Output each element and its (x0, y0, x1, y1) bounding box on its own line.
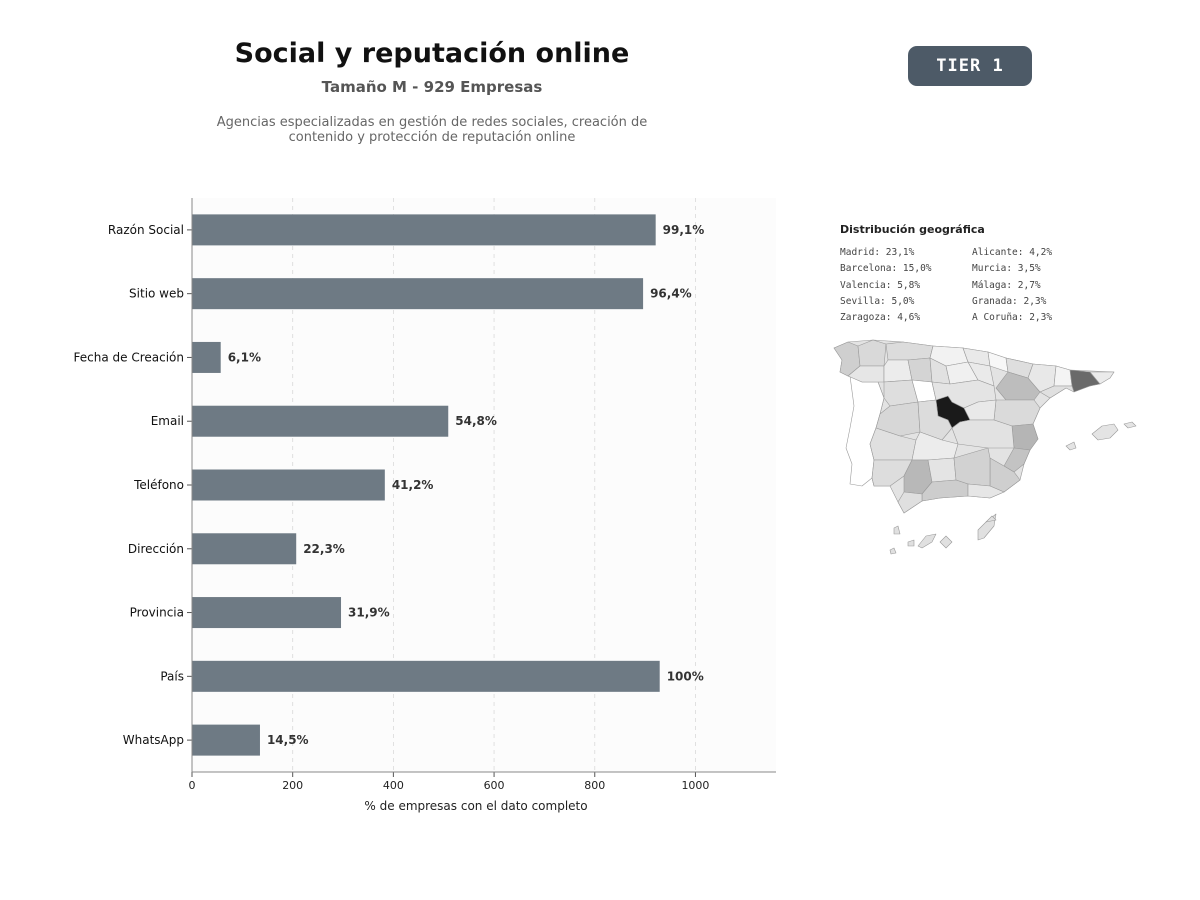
x-tick-label: 400 (383, 779, 404, 792)
category-label: Email (151, 414, 184, 428)
category-label: Teléfono (133, 478, 184, 492)
bar (192, 469, 385, 501)
map-region (1039, 385, 1075, 399)
map-region (847, 365, 885, 383)
geo-item: Alicante: 4,2% (972, 247, 1053, 258)
x-tick-label: 600 (484, 779, 505, 792)
map-balearics (1065, 441, 1077, 451)
map-region (897, 491, 923, 514)
map-region (883, 359, 913, 383)
map-region-valencia (1011, 423, 1039, 451)
page-description: Agencias especializadas en gestión de re… (212, 115, 652, 145)
map-region-alicante (1003, 447, 1031, 473)
category-label: Fecha de Creación (74, 350, 184, 364)
geo-item: Barcelona: 15,0% (840, 263, 932, 275)
geo-list-right: Alicante: 4,2% Murcia: 3,5% Málaga: 2,7%… (972, 245, 1052, 326)
map-canaries (889, 547, 897, 555)
bar (192, 724, 260, 756)
category-label: Razón Social (108, 223, 184, 237)
category-label: Provincia (130, 606, 184, 620)
map-canaries (939, 535, 953, 549)
geo-item: Murcia: 3,5% (972, 263, 1041, 275)
bar-value-label: 99,1% (663, 223, 705, 237)
map-region (967, 483, 1005, 499)
bar-value-label: 96,4% (650, 287, 692, 301)
geo-item: Sevilla: 5,0% (840, 295, 915, 307)
x-tick-label: 200 (282, 779, 303, 792)
category-label: Dirección (128, 542, 184, 556)
x-tick-label: 800 (584, 779, 605, 792)
geo-item: Granada: 2,3% (972, 295, 1047, 307)
x-tick-label: 1000 (681, 779, 709, 792)
page-subtitle: Tamaño M - 929 Empresas (321, 78, 543, 96)
category-label: WhatsApp (123, 733, 184, 747)
map-region (907, 357, 933, 383)
map-balearics (1091, 423, 1119, 441)
map-balearics (1123, 421, 1137, 429)
bar (192, 405, 449, 437)
tier-badge: TIER 1 (908, 46, 1032, 86)
geo-title: Distribución geográfica (840, 223, 985, 236)
bar-value-label: 100% (667, 669, 704, 683)
map-canaries (893, 525, 901, 535)
bar-value-label: 41,2% (392, 478, 434, 492)
bar-value-label: 22,3% (303, 542, 345, 556)
bar-value-label: 31,9% (348, 606, 390, 620)
bar-value-label: 6,1% (228, 350, 261, 364)
map-canaries (985, 515, 997, 523)
x-tick-label: 0 (189, 779, 196, 792)
category-label: País (160, 669, 184, 683)
x-axis-label: % de empresas con el dato completo (364, 799, 587, 813)
bar-value-label: 54,8% (455, 414, 497, 428)
map-region (963, 399, 997, 421)
description-line-1: Agencias especializadas en gestión de re… (216, 115, 648, 130)
bar (192, 597, 342, 629)
geo-item: Valencia: 5,8% (840, 279, 921, 291)
map-region (857, 339, 887, 367)
bar-chart: 0 200 400 600 800 1000 99,1% Razón Social 96,4% S… (74, 198, 776, 813)
category-label: Sitio web (129, 287, 184, 301)
bar (192, 660, 660, 692)
geo-item: A Coruña: 2,3% (972, 312, 1053, 324)
geo-item: Zaragoza: 4,6% (840, 312, 921, 324)
map-canaries (907, 539, 915, 547)
bar-value-label: 14,5% (267, 733, 309, 747)
bar (192, 214, 656, 246)
map-region (951, 419, 1015, 449)
geo-item: Málaga: 2,7% (972, 279, 1041, 291)
map-region (885, 341, 934, 361)
page-title: Social y reputación online (234, 38, 630, 69)
spain-map (833, 339, 1137, 555)
description-line-2: contenido y protección de reputación onl… (288, 130, 576, 145)
geo-item: Madrid: 23,1% (840, 247, 915, 258)
map-region (1089, 371, 1115, 385)
map-canaries (917, 533, 937, 549)
bar (192, 341, 221, 373)
map-region (1053, 365, 1073, 387)
bar (192, 533, 297, 565)
bar (192, 278, 644, 310)
geo-list-left: Madrid: 23,1% Barcelona: 15,0% Valencia:… (840, 245, 932, 326)
map-region (927, 457, 957, 483)
